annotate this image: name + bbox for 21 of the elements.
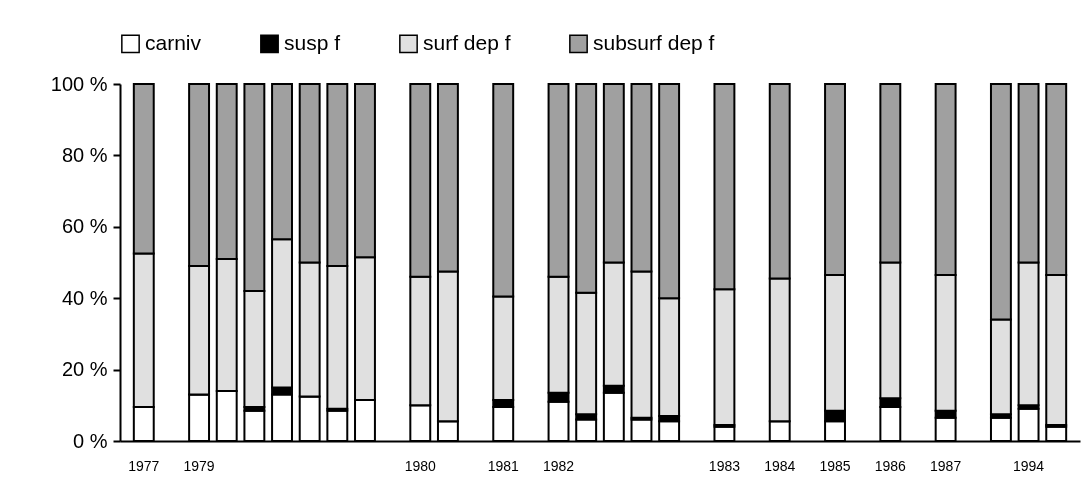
y-tick-label: 20 %: [61, 358, 108, 381]
x-tick-label: 1984: [764, 457, 796, 474]
legend-label: carniv: [145, 30, 202, 54]
x-tick-label: 1979: [183, 457, 215, 474]
y-tick-label: 100 %: [50, 72, 108, 95]
y-tick-label: 60 %: [61, 215, 108, 238]
x-tick-label: 1981: [487, 457, 520, 474]
x-tick-label: 1986: [874, 457, 907, 474]
x-tick-label: 1982: [542, 457, 575, 474]
x-tick-label: 1985: [819, 457, 851, 474]
legend-label: susp f: [284, 30, 341, 54]
y-tick-label: 80 %: [61, 143, 108, 166]
legend-label: surf dep f: [423, 30, 511, 54]
x-tick-label: 1980: [404, 457, 437, 474]
x-tick-label: 1987: [930, 457, 962, 474]
y-tick-label: 40 %: [61, 286, 108, 309]
x-tick-label: 1977: [128, 457, 160, 474]
y-tick-label: 0 %: [73, 429, 108, 452]
x-tick-label: 1994: [1012, 457, 1045, 474]
legend-label: subsurf dep f: [593, 30, 715, 54]
x-tick-label: 1983: [708, 457, 741, 474]
